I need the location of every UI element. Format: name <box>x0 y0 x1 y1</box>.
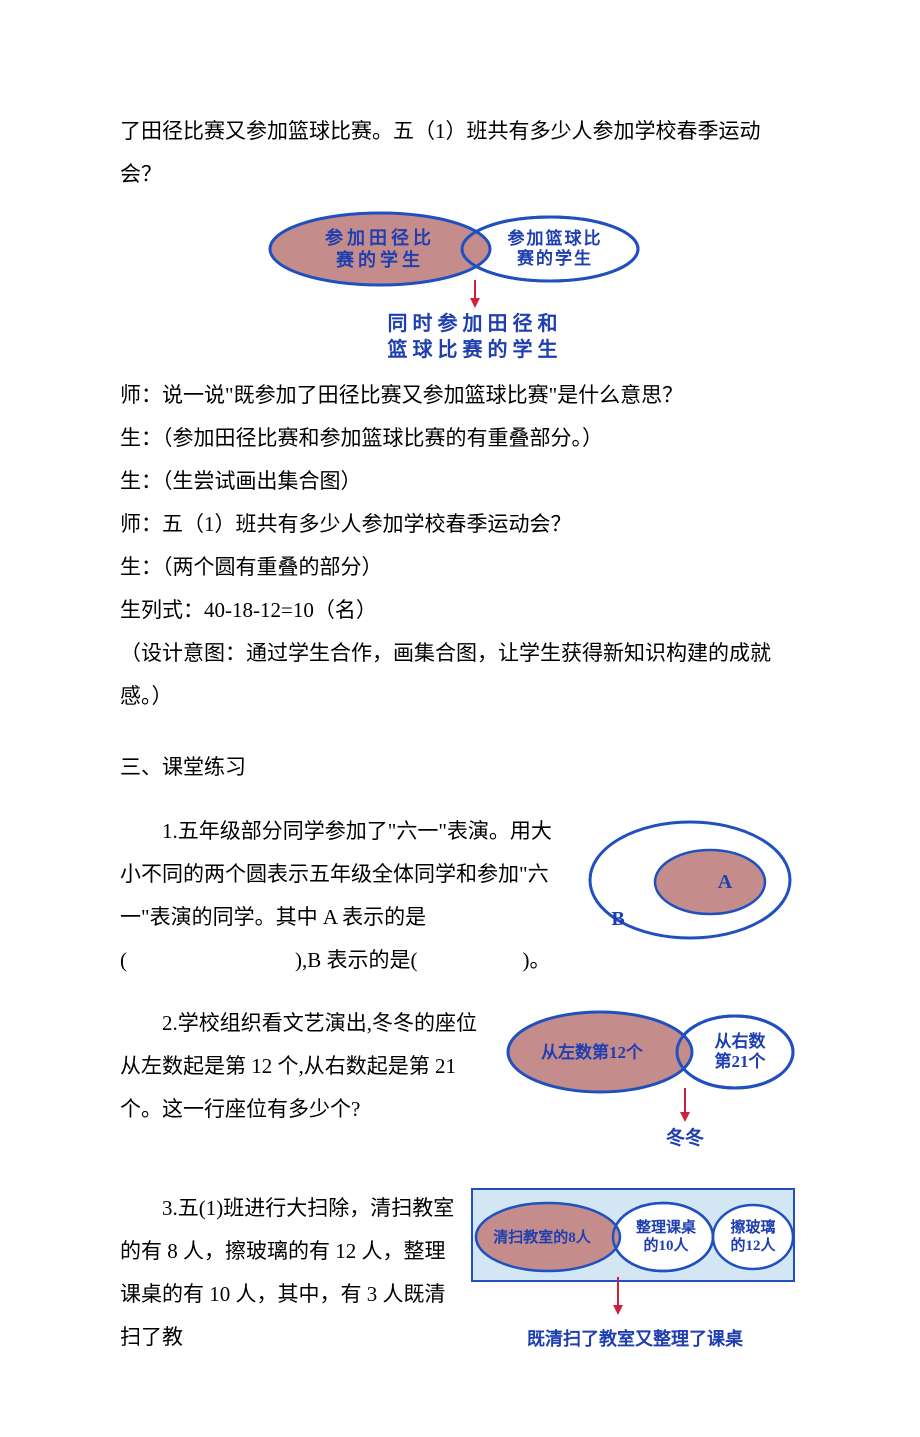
exercise-1-para: 1.五年级部分同学参加了"六一"表演。用大小不同的两个圆表示五年级全体同学和参加… <box>120 810 568 982</box>
dialog-line-3: 生：（生尝试画出集合图） <box>120 460 800 503</box>
exercise-3-row: 3.五(1)班进行大扫除，清扫教室的有 8 人，擦玻璃的有 12 人，整理课桌的… <box>120 1187 800 1377</box>
ex2-left-text: 从左数第12个 <box>541 1042 644 1062</box>
dialog-line-4: 师：五（1）班共有多少人参加学校春季运动会？ <box>120 503 800 546</box>
venn1-left-label-l2: 赛的学生 <box>335 249 424 270</box>
dialog-line-7: （设计意图：通过学生合作，画集合图，让学生获得新知识构建的成就感。） <box>120 632 800 718</box>
ex3-t2-l1: 整理课桌 <box>636 1218 697 1236</box>
dialog-line-2: 生：（参加田径比赛和参加篮球比赛的有重叠部分。） <box>120 417 800 460</box>
exercise-2-figure: 从左数第12个 从右数 第21个 冬冬 <box>500 1002 800 1167</box>
venn1-left-label-l1: 参加田径比 <box>325 227 435 248</box>
ex2-right-text-l1: 从右数 <box>715 1031 767 1051</box>
dialog-line-1: 师：说一说"既参加了田径比赛又参加篮球比赛"是什么意思？ <box>120 374 800 417</box>
venn1-arrow-head <box>470 298 480 308</box>
venn1-caption-l1: 同时参加田径和 <box>388 311 563 335</box>
venn1-right-label-l1: 参加篮球比 <box>508 228 603 248</box>
ex3-t2-l2: 的10人 <box>643 1236 689 1254</box>
ex2-svg: 从左数第12个 从右数 第21个 冬冬 <box>500 1002 800 1152</box>
ex1-label-a: A <box>718 871 733 893</box>
dialog-line-5: 生：（两个圆有重叠的部分） <box>120 546 800 589</box>
exercise-3-figure: 清扫教室的8人 整理课桌 的10人 擦玻璃 的12人 既清扫了教室又整理了课桌 <box>470 1187 800 1377</box>
exercise-2-text: 2.学校组织看文艺演出,冬冬的座位从左数起是第 12 个,从右数起是第 21 个… <box>120 1002 488 1131</box>
exercise-3-text: 3.五(1)班进行大扫除，清扫教室的有 8 人，擦玻璃的有 12 人，整理课桌的… <box>120 1187 458 1359</box>
ex3-t1: 清扫教室的8人 <box>493 1228 592 1246</box>
ex1-label-b: B <box>611 908 624 930</box>
exercise-1-text: 1.五年级部分同学参加了"六一"表演。用大小不同的两个圆表示五年级全体同学和参加… <box>120 810 568 982</box>
venn-diagram-1: 参加田径比 赛的学生 参加篮球比 赛的学生 同时参加田径和 篮球比赛的学生 <box>120 204 800 364</box>
exercise-1-row: 1.五年级部分同学参加了"六一"表演。用大小不同的两个圆表示五年级全体同学和参加… <box>120 810 800 982</box>
dialog-block: 师：说一说"既参加了田径比赛又参加篮球比赛"是什么意思？ 生：（参加田径比赛和参… <box>120 374 800 718</box>
venn1-right-label-l2: 赛的学生 <box>516 248 593 268</box>
exercise-3-para: 3.五(1)班进行大扫除，清扫教室的有 8 人，擦玻璃的有 12 人，整理课桌的… <box>120 1187 458 1359</box>
ex3-caption: 既清扫了教室又整理了课桌 <box>527 1328 744 1349</box>
ex2-caption: 冬冬 <box>666 1126 704 1149</box>
ex3-arrow-head <box>613 1305 623 1315</box>
exercise-2-row: 2.学校组织看文艺演出,冬冬的座位从左数起是第 12 个,从右数起是第 21 个… <box>120 1002 800 1167</box>
page: 了田径比赛又参加篮球比赛。五（1）班共有多少人参加学校春季运动会？ 参加田径比 … <box>0 0 920 1437</box>
venn1-caption-l2: 篮球比赛的学生 <box>387 337 563 361</box>
ex1-inner-ellipse <box>655 850 765 914</box>
intro-paragraph: 了田径比赛又参加篮球比赛。五（1）班共有多少人参加学校春季运动会？ <box>120 110 800 196</box>
ex3-t3-l2: 的12人 <box>730 1236 776 1254</box>
ex2-right-text-l2: 第21个 <box>715 1051 767 1071</box>
ex3-t3-l1: 擦玻璃 <box>730 1218 775 1236</box>
section-3-title: 三、课堂练习 <box>120 746 800 789</box>
exercise-1-figure: A B <box>580 810 800 965</box>
venn1-left-ellipse <box>270 213 490 285</box>
exercise-2-para: 2.学校组织看文艺演出,冬冬的座位从左数起是第 12 个,从右数起是第 21 个… <box>120 1002 488 1131</box>
venn1-svg: 参加田径比 赛的学生 参加篮球比 赛的学生 同时参加田径和 篮球比赛的学生 <box>250 204 670 364</box>
ex3-e3 <box>713 1205 793 1269</box>
ex3-svg: 清扫教室的8人 整理课桌 的10人 擦玻璃 的12人 既清扫了教室又整理了课桌 <box>470 1187 800 1362</box>
dialog-line-6: 生列式：40‑18‑12=10（名） <box>120 589 800 632</box>
ex1-svg: A B <box>580 810 800 950</box>
ex2-arrow-head <box>680 1112 690 1122</box>
